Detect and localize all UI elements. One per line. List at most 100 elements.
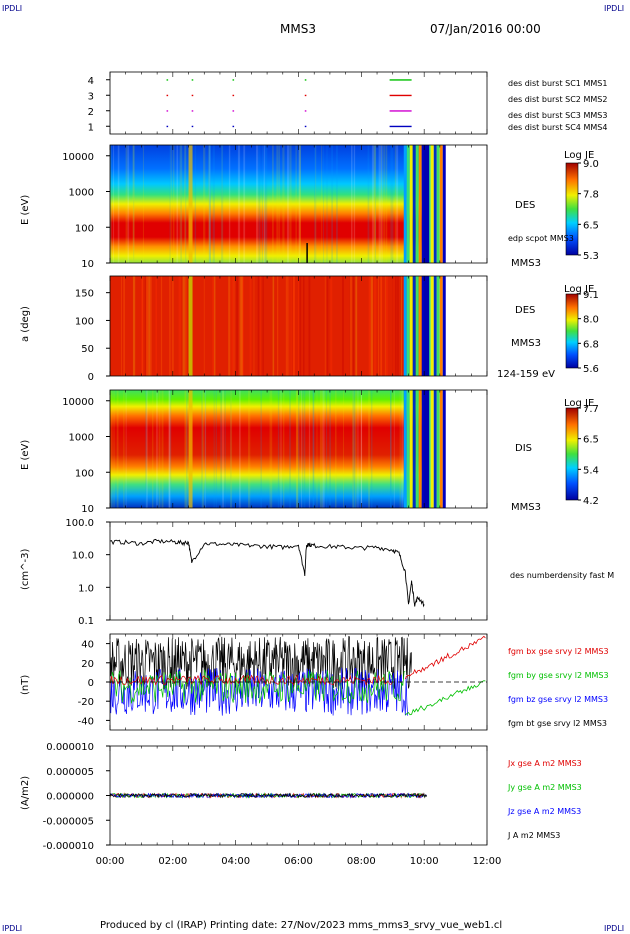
ytick-des-energy: 10 (81, 259, 94, 270)
spectrogram-streak (272, 145, 274, 263)
spectrogram-streak (367, 145, 370, 263)
spectrogram-transition (406, 145, 410, 263)
spectrogram-streak (212, 145, 215, 263)
legend-burst-mms1: des dist burst SC1 MMS1 (508, 79, 608, 88)
spectrogram-streak (220, 390, 223, 508)
spectrogram-streak (393, 276, 395, 376)
spectrogram-streak (385, 145, 388, 263)
spectrogram-streak (368, 390, 370, 508)
spectrogram-streak (354, 390, 357, 508)
legend-j: J A m2 MMS3 (508, 831, 561, 840)
spectrogram-streak (224, 390, 226, 508)
spectrogram-streak (149, 276, 152, 376)
spectrogram-dropout (424, 276, 430, 376)
spectrogram-streak (280, 390, 282, 508)
spectrogram-streak (184, 276, 187, 376)
spectrogram-streak (374, 145, 377, 263)
burst-mark-sc4 (191, 79, 194, 81)
spectrogram-streak (113, 145, 115, 263)
spectrogram-streak (390, 390, 392, 508)
spectrogram-streak (401, 276, 402, 376)
ytick-des-energy: 100 (75, 223, 94, 234)
spectrogram-streak (353, 145, 356, 263)
spectrogram-streak (132, 276, 136, 376)
spectrogram-transition (403, 390, 407, 508)
spectrogram-dropout (424, 145, 430, 263)
spectrogram-streak (194, 145, 197, 263)
spectrogram-streak (240, 276, 243, 376)
spectrogram-streak (293, 276, 296, 376)
spectrogram-streak (203, 145, 206, 263)
des-energy-label: DES (515, 200, 536, 211)
spectrogram-streak (330, 276, 333, 376)
legend-jz: Jz gse A m2 MMS3 (508, 807, 582, 816)
spectrogram-streak (357, 390, 359, 508)
spectrogram-streak (326, 276, 329, 376)
spectrogram-streak (213, 276, 216, 376)
legend-bz: fgm bz gse srvy l2 MMS3 (508, 695, 609, 704)
spectrogram-streak (301, 390, 303, 508)
spectrogram-streak (256, 145, 259, 263)
spectrogram-streak (383, 145, 386, 263)
spectrogram-streak (288, 276, 290, 376)
spectrogram-streak (182, 276, 185, 376)
ytick-current: 0.000005 (46, 767, 94, 778)
burst-mark-sc2 (389, 110, 412, 112)
spectrogram-streak (209, 145, 211, 263)
spectrogram-transition (439, 276, 443, 376)
spectrogram-streak (257, 276, 260, 376)
spectrogram-streak (270, 390, 273, 508)
spectrogram-streak (125, 390, 127, 508)
spectrogram-streak (261, 145, 263, 263)
by-trend (405, 680, 486, 716)
spectrogram-streak (325, 390, 328, 508)
spectrogram-dropout (424, 390, 430, 508)
spectrogram-streak (401, 390, 404, 508)
colorbar-tick-label: 6.8 (583, 339, 599, 350)
burst-mark-sc2 (232, 110, 235, 112)
spectrogram-transition (433, 390, 437, 508)
burst-mark-sc3 (389, 94, 412, 97)
ytick-bfield: 20 (81, 659, 94, 670)
spectrogram-streak (239, 276, 241, 376)
spectrogram-streak (160, 276, 163, 376)
burst-mark-sc1 (166, 125, 169, 128)
des-pitch-label: DES (515, 305, 536, 316)
spectrogram-streak (208, 145, 211, 263)
spectrogram-streak (155, 276, 158, 376)
burst-mark-sc2 (191, 110, 194, 112)
current-line-3 (109, 792, 428, 799)
spectrogram-streak (283, 390, 285, 508)
spectrogram-transition (415, 276, 419, 376)
spectrogram-streak (213, 390, 215, 508)
spectrogram-streak (132, 145, 135, 263)
spectrogram-transition (412, 145, 416, 263)
legend-bx: fgm bx gse srvy l2 MMS3 (508, 647, 609, 656)
spectrogram-streak (360, 390, 363, 508)
spectrogram-streak (264, 145, 266, 263)
legend-burst-mms4: des dist burst SC4 MMS4 (508, 123, 608, 132)
spectrogram-streak (144, 276, 146, 376)
spectrogram-streak (282, 145, 285, 263)
spectrogram-streak (377, 276, 380, 376)
colorbar-tick-label: 5.6 (583, 364, 599, 375)
spectrogram-streak (298, 390, 300, 508)
spectrogram-streak (381, 145, 383, 263)
spectrogram-fill (110, 276, 429, 376)
spectrogram-streak (228, 276, 231, 376)
spectrogram-transition (436, 390, 440, 508)
spectrogram-streak (110, 390, 113, 508)
legend-jy: Jy gse A m2 MMS3 (508, 783, 582, 792)
burst-mark-sc1 (191, 125, 194, 128)
ytick-current: 0.000000 (46, 792, 94, 803)
legend-burst-mms3: des dist burst SC3 MMS3 (508, 111, 608, 120)
spectrogram-streak (169, 276, 171, 376)
spectrogram-streak (350, 276, 353, 376)
spectrogram-streak (295, 145, 297, 263)
spectrogram-streak (312, 390, 315, 508)
ytick-dis-energy: 1000 (69, 433, 94, 444)
spectrogram-streak (335, 145, 338, 263)
spectrogram-transition (415, 390, 419, 508)
spectrogram-streak (329, 390, 332, 508)
spectrogram-streak (370, 276, 373, 376)
